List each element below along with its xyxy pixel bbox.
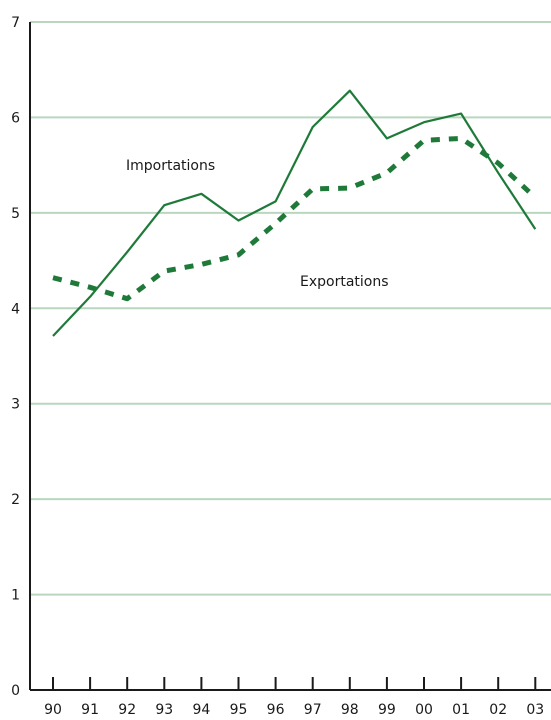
x-tick-label-02: 02 [489, 702, 507, 718]
y-tick-label-1: 1 [11, 588, 20, 604]
series-label-importations: Importations [126, 158, 215, 174]
y-tick-label-2: 2 [11, 492, 20, 508]
x-tick-label-01: 01 [452, 702, 470, 718]
x-tick-label-93: 93 [155, 702, 173, 718]
y-tick-label-3: 3 [11, 397, 20, 413]
x-tick-label-94: 94 [192, 702, 210, 718]
y-tick-label-7: 7 [11, 15, 20, 31]
x-tick-label-95: 95 [230, 702, 248, 718]
x-tick-label-98: 98 [341, 702, 359, 718]
x-tick-label-92: 92 [118, 702, 136, 718]
series-line-exportations [52, 135, 537, 302]
x-tick-label-90: 90 [44, 702, 62, 718]
series-lines [52, 89, 537, 337]
x-tick-label-03: 03 [526, 702, 544, 718]
series-line-importations [52, 89, 537, 337]
series-label-exportations: Exportations [300, 274, 389, 290]
x-tick-label-99: 99 [378, 702, 396, 718]
x-tick-label-96: 96 [267, 702, 285, 718]
y-axis-ticks: 0 1 2 3 4 5 6 7 [11, 15, 20, 699]
y-tick-label-6: 6 [11, 110, 20, 126]
y-tick-label-4: 4 [11, 301, 20, 317]
x-tick-label-97: 97 [304, 702, 322, 718]
x-tick-label-91: 91 [81, 702, 99, 718]
gridlines [30, 21, 551, 596]
x-axis-ticks: 90 91 92 93 94 95 96 97 98 99 00 01 02 03 [44, 677, 544, 718]
y-tick-label-5: 5 [11, 206, 20, 222]
y-tick-label-0: 0 [11, 683, 20, 699]
x-tick-label-00: 00 [415, 702, 433, 718]
